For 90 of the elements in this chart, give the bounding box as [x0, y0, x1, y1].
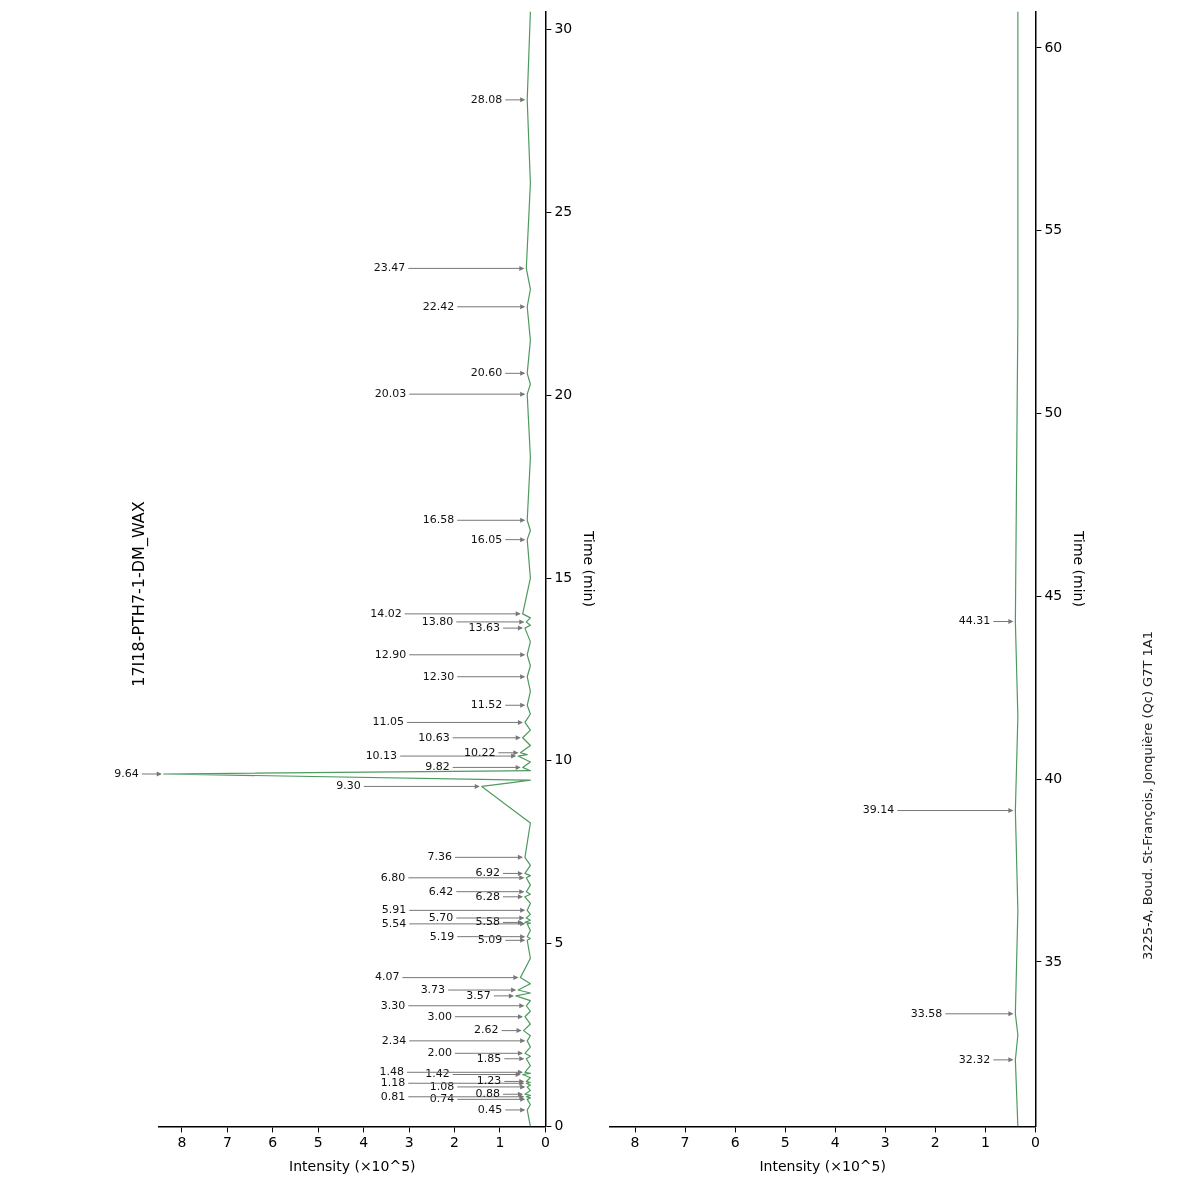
annotation: 5.58: [475, 915, 500, 929]
annotation: 1.08: [429, 1079, 455, 1093]
y-tick-label: 15: [554, 568, 573, 585]
annotation: 0.88: [475, 1087, 500, 1101]
x-tick-label: 5: [313, 1134, 323, 1151]
annotation: 3.57: [466, 988, 491, 1002]
y-tick-label: 35: [1044, 952, 1063, 969]
x-tick-label: 7: [222, 1134, 232, 1151]
x-tick-label: 1: [980, 1134, 990, 1151]
annotation: 6.28: [475, 889, 500, 903]
annotation: 9.30: [336, 779, 361, 793]
annotation: 20.60: [470, 366, 503, 380]
annotation: 33.58: [910, 1006, 943, 1020]
x-tick-label: 6: [268, 1134, 278, 1151]
annotation: 10.63: [418, 730, 450, 744]
y-tick-label: 10: [554, 751, 573, 768]
x-tick-label: 0: [1030, 1134, 1040, 1151]
x-tick-label: 3: [404, 1134, 414, 1151]
annotation: 1.23: [476, 1074, 502, 1088]
annotation: 6.42: [428, 884, 454, 898]
annotation: 3.73: [420, 982, 446, 996]
x-axis-title: Intensity (×10^5): [289, 1158, 416, 1175]
annotation: 9.82: [425, 760, 450, 774]
annotation: 13.63: [468, 620, 500, 634]
annotation: 14.02: [370, 606, 402, 620]
y-tick-label: 40: [1044, 769, 1063, 786]
x-tick-label: 6: [730, 1134, 740, 1151]
annotation: 5.54: [381, 916, 407, 930]
annotation: 23.47: [373, 261, 406, 275]
y-tick-label: 20: [554, 385, 573, 402]
annotation: 1.18: [380, 1076, 406, 1090]
annotation: 4.07: [374, 970, 400, 984]
text: 3225-A, Boud. St-François, Jonquière (Qc) G7T 1A1: [1140, 631, 1155, 960]
x-tick-label: 7: [680, 1134, 690, 1151]
annotation: 6.80: [380, 870, 406, 884]
annotation: 0.45: [477, 1102, 503, 1116]
annotation: 39.14: [862, 803, 895, 817]
annotation: 1.42: [425, 1067, 450, 1081]
x-tick-label: 8: [630, 1134, 640, 1151]
x-tick-label: 4: [359, 1134, 369, 1151]
annotation: 22.42: [422, 299, 455, 313]
x-axis-title: Intensity (×10^5): [759, 1158, 886, 1175]
y-tick-label: 25: [554, 203, 573, 220]
y-tick-label: 0: [554, 1117, 564, 1134]
y-tick-label: 50: [1044, 404, 1063, 421]
annotation: 5.19: [429, 929, 455, 943]
text: 17I18-PTH7-1-DM_WAX: [128, 501, 149, 687]
annotation: 5.70: [428, 910, 454, 924]
x-tick-label: 0: [540, 1134, 550, 1151]
annotation: 5.91: [381, 903, 407, 917]
annotation: 3.30: [380, 998, 406, 1012]
y-tick-label: 30: [554, 20, 573, 37]
x-tick-label: 1: [495, 1134, 505, 1151]
x-tick-label: 3: [880, 1134, 890, 1151]
y-tick-label: 45: [1044, 586, 1063, 603]
annotation: 9.64: [114, 766, 139, 780]
x-tick-label: 5: [780, 1134, 790, 1151]
y-tick-label: 60: [1044, 38, 1063, 55]
y-tick-label: 55: [1044, 221, 1063, 238]
annotation: 28.08: [470, 92, 503, 106]
annotation: 11.05: [372, 715, 404, 729]
y-tick-label: 5: [554, 934, 564, 951]
annotation: 12.90: [374, 647, 407, 661]
annotation: 2.00: [427, 1046, 452, 1060]
annotation: 2.34: [381, 1033, 407, 1047]
annotation: 44.31: [958, 614, 991, 628]
annotation: 16.58: [422, 513, 455, 527]
annotation: 10.13: [365, 748, 398, 762]
annotation: 5.09: [477, 933, 503, 947]
annotation: 11.52: [470, 698, 503, 712]
x-tick-label: 2: [450, 1134, 459, 1151]
annotation: 7.36: [427, 850, 452, 864]
annotation: 0.74: [429, 1092, 455, 1106]
annotation: 12.30: [422, 669, 455, 683]
annotation: 0.81: [380, 1089, 406, 1103]
annotation: 20.03: [374, 387, 407, 401]
y-axis-title: Time (min): [1070, 529, 1087, 607]
x-tick-label: 8: [177, 1134, 187, 1151]
annotation: 16.05: [470, 532, 503, 546]
annotation: 32.32: [958, 1052, 991, 1066]
annotation: 1.85: [476, 1051, 502, 1065]
annotation: 1.48: [379, 1065, 404, 1079]
annotation: 3.00: [427, 1009, 452, 1023]
x-tick-label: 2: [930, 1134, 940, 1151]
y-axis-title: Time (min): [580, 529, 597, 607]
annotation: 6.92: [475, 866, 500, 880]
annotation: 13.80: [421, 614, 454, 628]
annotation: 10.22: [463, 745, 496, 759]
x-tick-label: 4: [830, 1134, 840, 1151]
annotation: 2.62: [474, 1023, 499, 1037]
